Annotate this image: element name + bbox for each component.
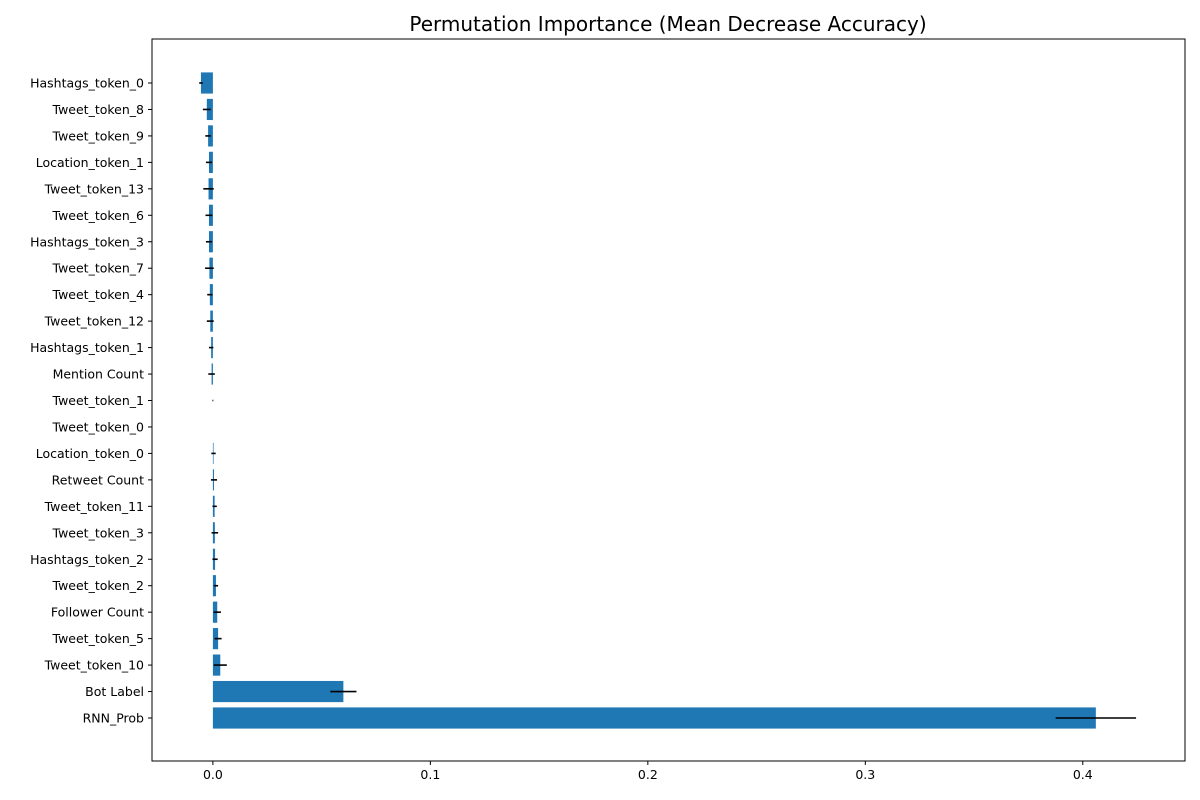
y-tick-label-rnn-prob: RNN_Prob (83, 711, 144, 726)
y-tick-label-hashtags-token-1: Hashtags_token_1 (30, 340, 144, 355)
y-tick-label-hashtags-token-0: Hashtags_token_0 (30, 76, 144, 91)
y-tick-label-hashtags-token-3: Hashtags_token_3 (30, 234, 144, 249)
x-tick-label-4: 0.4 (1073, 767, 1093, 782)
y-tick-label-location-token-1: Location_token_1 (36, 155, 144, 170)
y-tick-label-tweet-token-0: Tweet_token_0 (52, 419, 145, 434)
x-axis: 0.0 0.1 0.2 0.3 0.4 (203, 761, 1093, 782)
y-tick-label-mention-count: Mention Count (53, 367, 145, 382)
y-tick-label-tweet-token-3: Tweet_token_3 (52, 525, 144, 540)
plot-frame (151, 38, 1186, 762)
x-tick-label-0: 0.0 (203, 767, 223, 782)
y-tick-label-location-token-0: Location_token_0 (36, 446, 144, 461)
y-tick-label-tweet-token-9: Tweet_token_9 (52, 128, 145, 143)
y-tick-label-retweet-count: Retweet Count (52, 472, 144, 487)
y-tick-label-tweet-token-1: Tweet_token_1 (52, 393, 144, 408)
y-tick-label-hashtags-token-2: Hashtags_token_2 (30, 552, 144, 567)
y-tick-label-tweet-token-5: Tweet_token_5 (52, 631, 144, 646)
y-tick-label-bot-label: Bot Label (85, 684, 144, 699)
y-tick-label-tweet-token-7: Tweet_token_7 (52, 261, 144, 276)
bar-bot-label (212, 680, 344, 703)
y-tick-label-tweet-token-10: Tweet_token_10 (44, 658, 144, 673)
error-bars-layer (199, 82, 1137, 719)
y-tick-label-tweet-token-11: Tweet_token_11 (44, 499, 144, 514)
bars-layer (200, 72, 1096, 729)
chart-title: Permutation Importance (Mean Decrease Ac… (409, 12, 926, 36)
y-tick-label-tweet-token-13: Tweet_token_13 (44, 181, 144, 196)
y-tick-label-tweet-token-12: Tweet_token_12 (44, 314, 144, 329)
y-tick-label-tweet-token-4: Tweet_token_4 (52, 287, 145, 302)
bar-hashtags-token-0 (200, 72, 213, 94)
x-tick-label-2: 0.2 (638, 767, 658, 782)
x-tick-label-3: 0.3 (855, 767, 875, 782)
y-axis: Hashtags_token_0 Tweet_token_8 Tweet_token… (30, 76, 152, 726)
y-tick-label-tweet-token-2: Tweet_token_2 (52, 578, 144, 593)
y-tick-label-tweet-token-8: Tweet_token_8 (52, 102, 145, 117)
y-tick-label-tweet-token-6: Tweet_token_6 (52, 208, 145, 223)
bar-rnn-prob (212, 707, 1096, 729)
x-tick-label-1: 0.1 (420, 767, 440, 782)
y-tick-label-follower-count: Follower Count (51, 605, 144, 620)
